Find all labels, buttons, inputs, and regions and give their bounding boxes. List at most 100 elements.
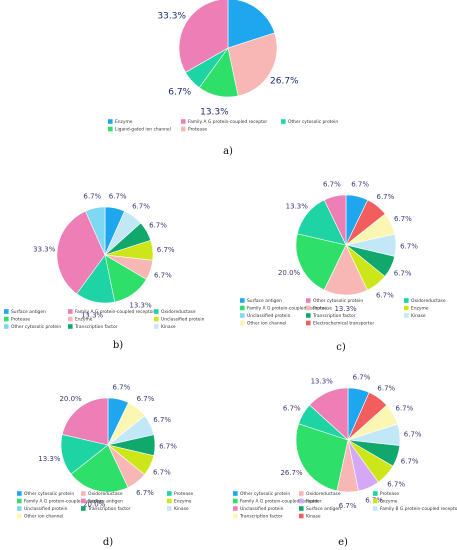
legend-label: Transcription factor bbox=[74, 324, 118, 330]
legend-swatch bbox=[181, 119, 186, 124]
pie-slice bbox=[323, 194, 347, 246]
slice-label: 13.3% bbox=[81, 312, 104, 320]
legend-swatch bbox=[154, 324, 159, 329]
slice-label: 6.7% bbox=[153, 416, 171, 424]
legend-swatch bbox=[233, 498, 238, 504]
legend-label: Oxidoreductase bbox=[88, 491, 123, 497]
legend-swatch bbox=[233, 491, 238, 496]
pie-slice bbox=[70, 444, 129, 493]
slice-label: 13.3% bbox=[311, 378, 334, 386]
chart-panel-d: 6.7% 6.7% 6.7% 6.7% 6.7% 6.7% 20.0% 13.3% 20.0% O… bbox=[17, 384, 193, 548]
legend-swatch bbox=[299, 513, 304, 519]
legend-swatch bbox=[404, 313, 409, 318]
legend-swatch bbox=[4, 324, 9, 329]
slice-label: 33.3% bbox=[157, 11, 186, 21]
legend-swatch bbox=[299, 491, 304, 496]
slice-label: 6.7% bbox=[137, 395, 155, 403]
pie-slice bbox=[295, 423, 349, 492]
legend-swatch bbox=[167, 506, 172, 511]
slice-label: 6.7% bbox=[377, 193, 395, 201]
legend-swatch bbox=[373, 498, 378, 504]
slice-label: 20.0% bbox=[278, 269, 301, 277]
slice-label: 6.7% bbox=[376, 292, 394, 300]
legend-swatch bbox=[306, 320, 311, 326]
legend-label: Protease bbox=[188, 127, 207, 133]
panel-caption: b) bbox=[113, 340, 123, 351]
slice-label: 6.7% bbox=[394, 215, 412, 223]
legend-label: Other ion channel bbox=[247, 321, 286, 327]
legend-swatch bbox=[167, 498, 172, 504]
slice-label: 6.7% bbox=[323, 181, 341, 189]
legend-label: Protease bbox=[313, 306, 332, 312]
pie-slice bbox=[85, 206, 106, 256]
slice-label: 6.7% bbox=[154, 271, 172, 279]
panel-caption: d) bbox=[103, 537, 113, 548]
legend-swatch bbox=[240, 313, 245, 318]
legend-swatch bbox=[81, 506, 86, 511]
legend-swatch bbox=[299, 498, 304, 504]
legend-label: Transcription factor bbox=[312, 313, 356, 319]
legend-label: Unclassified protein bbox=[240, 506, 284, 512]
slice-label: 6.7% bbox=[353, 373, 371, 381]
legend-swatch bbox=[404, 305, 409, 311]
legend-label: Enzyme bbox=[75, 317, 93, 323]
legend-label: Surface antigen bbox=[11, 309, 46, 315]
legend-label: Oxidoreductase bbox=[161, 309, 196, 315]
slice-label: 26.7% bbox=[270, 77, 299, 87]
slice-label: 6.7% bbox=[83, 192, 101, 200]
legend-swatch bbox=[233, 506, 238, 511]
legend-label: Unclassified protein bbox=[24, 506, 68, 512]
legend-swatch bbox=[233, 513, 238, 519]
legend-label: Protease bbox=[11, 317, 30, 323]
legend-swatch bbox=[154, 316, 159, 322]
slice-label: 6.7% bbox=[401, 457, 419, 465]
legend-label: Enzyme bbox=[411, 306, 429, 312]
legend-swatch bbox=[373, 491, 378, 496]
legend-label: Reader bbox=[306, 499, 322, 505]
pie-slice bbox=[178, 0, 229, 73]
slice-label: 6.7% bbox=[153, 468, 171, 476]
legend-swatch bbox=[108, 119, 113, 124]
legend-swatch bbox=[167, 491, 172, 496]
legend-swatch bbox=[81, 498, 86, 504]
legend-swatch bbox=[17, 491, 22, 496]
legend-swatch bbox=[240, 305, 245, 311]
chart-panel-e: 6.7%6.7%6.7%6.7%6.7%6.7%6.7%6.7%26.7%6.7… bbox=[233, 373, 457, 548]
slice-label: 6.7% bbox=[132, 203, 150, 211]
legend-swatch bbox=[17, 506, 22, 511]
legend-label: Other ion channel bbox=[24, 514, 63, 520]
legend-label: Family A G protein-coupled receptor bbox=[188, 119, 267, 125]
slice-label: 6.7% bbox=[157, 246, 175, 254]
panel-caption: a) bbox=[223, 146, 233, 157]
legend-label: Family A G protein-coupled receptor bbox=[240, 499, 319, 505]
slice-label: 6.7% bbox=[136, 489, 154, 497]
panel-caption: c) bbox=[336, 342, 346, 353]
legend-label: Protease bbox=[380, 491, 399, 497]
legend-label: Oxidoreductase bbox=[411, 298, 446, 304]
slice-label: 6.7% bbox=[149, 222, 167, 230]
legend-swatch bbox=[81, 491, 86, 496]
pie-slice bbox=[56, 210, 106, 295]
legend-label: Ligand-gated ion channel bbox=[115, 127, 171, 133]
legend-label: Oxidoreductase bbox=[306, 491, 341, 497]
legend-swatch bbox=[181, 126, 186, 132]
legend-label: Enzyme bbox=[380, 499, 398, 505]
legend-label: Unclassified protein bbox=[247, 313, 291, 319]
slice-label: 6.7% bbox=[404, 430, 422, 438]
legend-swatch bbox=[4, 316, 9, 322]
legend-label: Enzyme bbox=[115, 119, 133, 125]
legend-label: Surface antigen bbox=[247, 298, 282, 304]
legend-label: Electrochemical transporter bbox=[313, 321, 374, 327]
legend-swatch bbox=[68, 309, 73, 314]
legend-label: Kinase bbox=[174, 506, 189, 512]
legend-label: Family B G protein-coupled receptor bbox=[380, 506, 457, 512]
slice-label: 13.3% bbox=[334, 305, 357, 313]
legend-label: Kinase bbox=[161, 324, 176, 330]
slice-label: 33.3% bbox=[33, 246, 56, 254]
legend-swatch bbox=[299, 506, 304, 511]
slice-label: 6.7% bbox=[113, 384, 131, 392]
slice-label: 13.3% bbox=[129, 302, 152, 310]
slice-label: 13.3% bbox=[286, 203, 309, 211]
legend-label: Other cytosolic protein bbox=[240, 491, 290, 497]
legend-label: Surface antigen bbox=[88, 499, 123, 505]
